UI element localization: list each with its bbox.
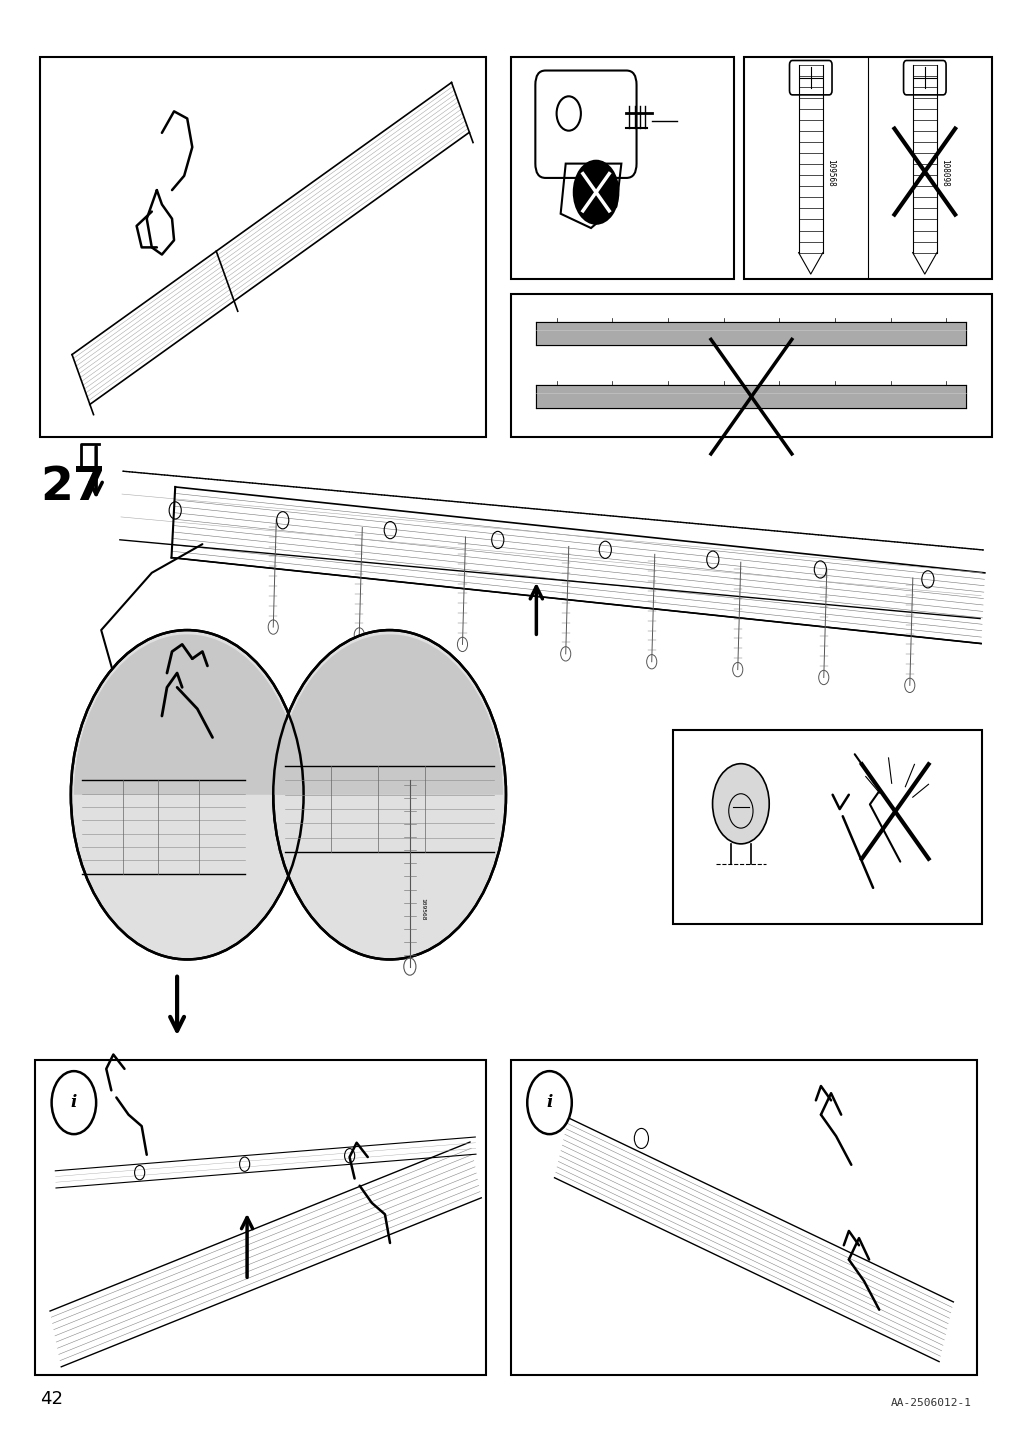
Text: i: i [71,1094,77,1111]
Text: i: i [546,1094,552,1111]
Circle shape [71,630,303,959]
Bar [511,294,991,437]
Wedge shape [74,634,300,795]
Circle shape [273,630,506,959]
Bar [672,730,981,924]
Bar [511,57,733,279]
Text: 109568: 109568 [420,898,425,921]
Bar [35,1060,485,1375]
Text: AA-2506012-1: AA-2506012-1 [890,1398,971,1408]
Bar [511,1060,976,1375]
Text: 27: 27 [40,465,106,510]
Text: 108098: 108098 [939,159,948,186]
Text: 109568: 109568 [825,159,834,186]
Circle shape [573,160,618,223]
Bar [40,57,485,437]
Wedge shape [276,634,502,795]
Circle shape [712,763,768,843]
Text: 42: 42 [40,1389,64,1408]
Bar [743,57,991,279]
